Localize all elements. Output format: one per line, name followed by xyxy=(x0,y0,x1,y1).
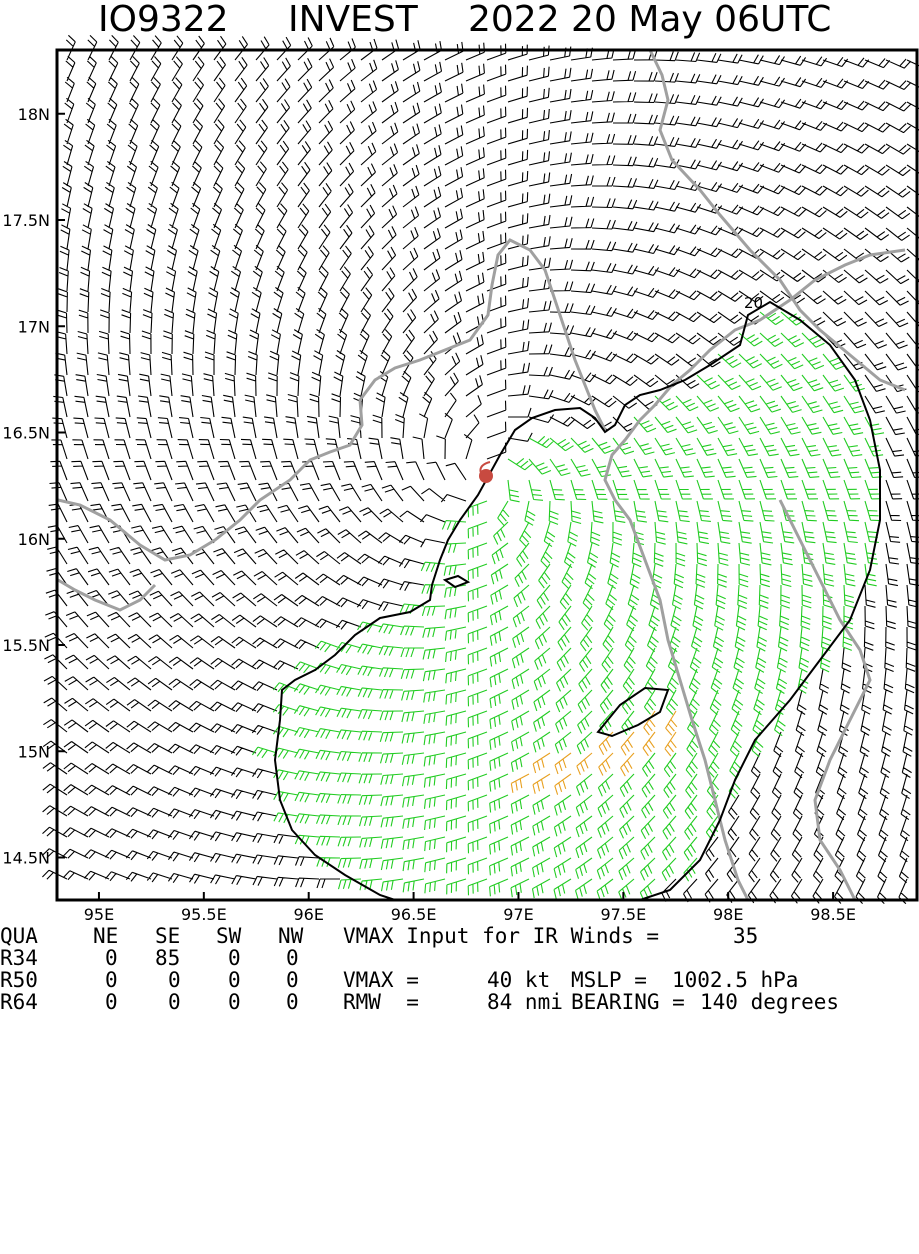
title-bar: IO9322 INVEST 2022 20 May 06UTC xyxy=(0,0,919,44)
r34-se: 85 xyxy=(155,946,181,970)
row-label: R34 xyxy=(0,946,38,970)
table-header-row: QUA NE SE SW NW VMAX Input for IR Winds … xyxy=(0,924,758,948)
header-qua: QUA xyxy=(0,924,38,948)
lat-label: 17N xyxy=(18,317,50,336)
lon-label: 96E xyxy=(293,905,323,924)
r50-nw: 0 xyxy=(286,968,299,992)
vmax-value: 40 kt xyxy=(487,968,551,992)
r50-se: 0 xyxy=(168,968,181,992)
lon-label: 97.5E xyxy=(600,905,646,924)
lat-label: 17.5N xyxy=(2,211,50,230)
table-row-r64: R64 0 0 0 0 RMW = 84 nmi BEARING = 140 d… xyxy=(0,990,839,1014)
storm-center-icon xyxy=(479,469,493,483)
rmw-label: RMW = xyxy=(343,990,419,1014)
r50-sw: 0 xyxy=(228,968,241,992)
header-sw: SW xyxy=(216,924,242,948)
lat-label: 18N xyxy=(18,105,50,124)
longitude-labels: 95E 95.5E 96E 96.5E 97E 97.5E 98E 98.5E xyxy=(84,892,856,924)
row-label: R50 xyxy=(0,968,38,992)
latitude-labels: 18N 17.5N 17N 16.5N 16N 15.5N 15N 14.5N xyxy=(2,105,65,868)
mslp-label: MSLP = xyxy=(571,968,647,992)
header-nw: NW xyxy=(278,924,304,948)
vmax-input-value: 35 xyxy=(733,924,759,948)
header-ne: NE xyxy=(93,924,119,948)
r50-ne: 0 xyxy=(105,968,118,992)
header-se: SE xyxy=(155,924,181,948)
info-panel: QUA NE SE SW NW VMAX Input for IR Winds … xyxy=(0,924,919,1014)
barbs-34kt xyxy=(251,311,885,902)
barbs-50kt xyxy=(510,710,678,795)
r64-sw: 0 xyxy=(228,990,241,1014)
contour-20kt xyxy=(273,300,881,901)
coastline-east xyxy=(778,499,872,901)
table-row-r50: R50 0 0 0 0 VMAX = 40 kt MSLP = 1002.5 h… xyxy=(0,968,798,992)
table-row-r34: R34 0 85 0 0 xyxy=(0,946,299,970)
storm-id: IO9322 xyxy=(98,0,229,40)
datetime: 2022 20 May 06UTC xyxy=(468,0,832,40)
lat-label: 15N xyxy=(18,742,50,761)
storm-name: INVEST xyxy=(288,0,418,40)
wind-contour-layer: 20 xyxy=(273,294,881,901)
row-label: R64 xyxy=(0,990,38,1014)
r64-ne: 0 xyxy=(105,990,118,1014)
contour-small-2 xyxy=(596,686,670,738)
mslp-value: 1002.5 hPa xyxy=(672,968,799,992)
r34-ne: 0 xyxy=(105,946,118,970)
lon-label: 95E xyxy=(84,905,114,924)
lat-label: 14.5N xyxy=(2,849,50,868)
contour-small-1 xyxy=(442,574,471,589)
lon-label: 97E xyxy=(503,905,533,924)
r64-se: 0 xyxy=(168,990,181,1014)
coastline-west xyxy=(57,238,607,562)
storm-center-marker xyxy=(479,461,493,483)
lat-label: 16N xyxy=(18,530,50,549)
vmax-label: VMAX = xyxy=(343,968,419,992)
bearing-value: 140 degrees xyxy=(700,990,840,1014)
bearing-label: BEARING = xyxy=(571,990,685,1014)
lon-label: 96.5E xyxy=(391,905,437,924)
map-frame xyxy=(55,48,919,902)
r64-nw: 0 xyxy=(286,990,299,1014)
lon-label: 95.5E xyxy=(181,905,227,924)
coastline-southwest xyxy=(57,578,157,612)
lon-label: 98E xyxy=(713,905,743,924)
rmw-value: 84 nmi xyxy=(487,990,563,1014)
contour-label: 20 xyxy=(744,294,763,312)
lon-label: 98.5E xyxy=(810,905,856,924)
lat-label: 15.5N xyxy=(2,636,50,655)
r34-sw: 0 xyxy=(228,946,241,970)
r34-nw: 0 xyxy=(286,946,299,970)
lat-label: 16.5N xyxy=(2,424,50,443)
vmax-input-label: VMAX Input for IR Winds = xyxy=(343,924,660,948)
